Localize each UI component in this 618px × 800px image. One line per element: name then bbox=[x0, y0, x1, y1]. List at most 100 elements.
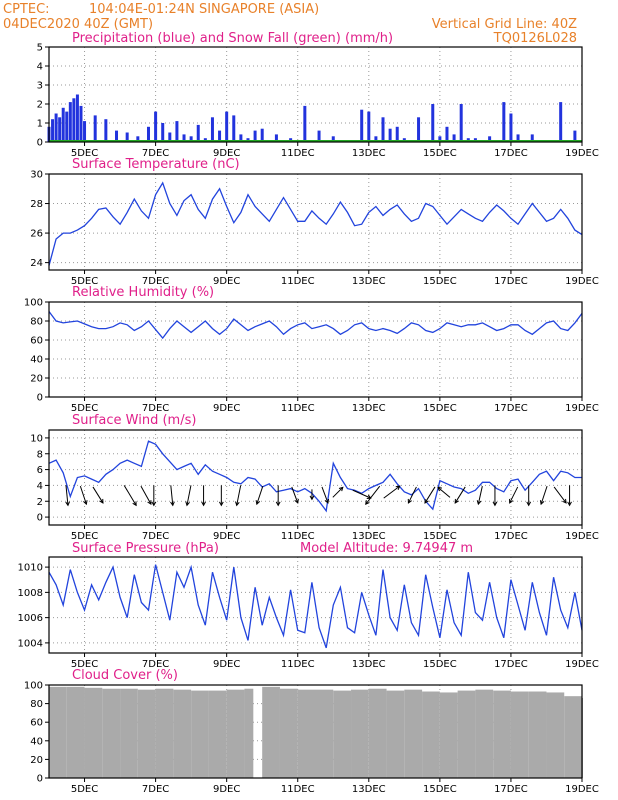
x-tick-label: 13DEC bbox=[352, 403, 386, 414]
wind-arrow bbox=[123, 485, 137, 507]
wind-arrow-head bbox=[567, 501, 572, 507]
x-tick-label: 9DEC bbox=[213, 148, 240, 159]
wind-arrow-shaft bbox=[321, 486, 329, 504]
wind-arrow-shaft bbox=[477, 486, 483, 505]
cloud-bar bbox=[66, 686, 85, 778]
cloud-bar bbox=[84, 687, 103, 778]
temp-line bbox=[48, 181, 583, 266]
x-tick-label: 9DEC bbox=[213, 531, 240, 542]
y-tick-label: 2 bbox=[37, 497, 43, 508]
cloud-bar bbox=[493, 690, 511, 778]
x-tick-label: 19DEC bbox=[565, 784, 599, 795]
wind-arrow bbox=[235, 485, 242, 507]
precip-bar bbox=[573, 130, 577, 142]
precip-bar bbox=[374, 136, 378, 142]
header-grid-note: Vertical Grid Line: 40Z bbox=[432, 17, 577, 32]
wind-title: Surface Wind (m/s) bbox=[72, 413, 196, 428]
wind-arrow-shaft bbox=[65, 485, 69, 506]
precip-bar bbox=[509, 113, 513, 142]
wind-arrow-head bbox=[424, 498, 429, 504]
precip-bar bbox=[253, 130, 257, 142]
x-tick-label: 17DEC bbox=[494, 276, 528, 287]
precip-bar bbox=[530, 134, 534, 142]
precip-bar bbox=[115, 130, 119, 142]
temp-title: Surface Temperature (nC) bbox=[72, 157, 240, 172]
y-tick-label: 4 bbox=[37, 481, 43, 492]
wind-arrow bbox=[509, 486, 519, 504]
cloud-bar bbox=[475, 689, 494, 778]
x-tick-label: 11DEC bbox=[281, 148, 315, 159]
wind-arrow bbox=[553, 486, 567, 504]
x-tick-label: 5DEC bbox=[71, 276, 98, 287]
y-tick-label: 26 bbox=[30, 229, 43, 240]
precip-bar bbox=[54, 113, 58, 142]
wind-arrow-shaft bbox=[540, 485, 548, 505]
precip-bar bbox=[196, 124, 200, 142]
y-tick-label: 60 bbox=[30, 336, 43, 347]
wind-arrow-head bbox=[324, 498, 330, 504]
wind-arrow-shaft bbox=[256, 485, 264, 505]
x-tick-label: 9DEC bbox=[213, 784, 240, 795]
wind-arrow bbox=[476, 486, 483, 506]
wind-arrow bbox=[437, 486, 451, 498]
precip-bar bbox=[61, 107, 65, 142]
wind-arrow bbox=[79, 485, 88, 506]
x-tick-label: 9DEC bbox=[213, 276, 240, 287]
precip-bar bbox=[516, 134, 520, 142]
wind-arrow-shaft bbox=[123, 485, 137, 506]
wind-arrow bbox=[492, 485, 498, 507]
x-tick-label: 7DEC bbox=[142, 403, 169, 414]
wind-arrow-head bbox=[562, 498, 567, 504]
wind-arrow-head bbox=[539, 500, 545, 506]
x-tick-label: 13DEC bbox=[352, 784, 386, 795]
x-tick-label: 5DEC bbox=[71, 148, 98, 159]
cloud-bar bbox=[422, 691, 440, 778]
y-tick-label: 24 bbox=[30, 258, 43, 269]
cloud-bar bbox=[546, 692, 565, 778]
wind-arrow-shaft bbox=[437, 486, 451, 498]
x-tick-label: 11DEC bbox=[281, 403, 315, 414]
y-tick-label: 0 bbox=[37, 138, 43, 149]
wind-arrow bbox=[526, 485, 532, 507]
precip-bar bbox=[417, 117, 421, 142]
cloud-bar bbox=[102, 688, 121, 778]
precip-bar bbox=[72, 98, 76, 142]
wind-arrow-shaft bbox=[424, 486, 436, 504]
wind-arrow-shaft bbox=[365, 485, 381, 505]
precip-bar bbox=[125, 132, 129, 142]
wind-arrow-shaft bbox=[186, 485, 192, 506]
precip-bar bbox=[438, 136, 442, 142]
panel-frame bbox=[48, 684, 583, 779]
wind-arrow-shaft bbox=[291, 486, 299, 504]
y-tick-label: 20 bbox=[30, 755, 43, 766]
x-tick-label: 13DEC bbox=[352, 531, 386, 542]
precip-bar bbox=[75, 94, 79, 142]
precip-bar bbox=[93, 115, 97, 142]
x-tick-label: 11DEC bbox=[281, 659, 315, 670]
precip-bar bbox=[488, 136, 492, 142]
x-tick-label: 9DEC bbox=[213, 403, 240, 414]
wind-arrow-head bbox=[395, 485, 401, 490]
wind-arrow bbox=[332, 486, 344, 498]
cloud-bar bbox=[120, 688, 138, 778]
wind-arrow-shaft bbox=[79, 485, 87, 505]
x-tick-label: 17DEC bbox=[494, 784, 528, 795]
precip-bar bbox=[83, 121, 87, 142]
x-tick-label: 15DEC bbox=[423, 784, 457, 795]
cloud-bar bbox=[386, 690, 405, 778]
wind-arrow bbox=[151, 485, 157, 507]
precip-bar bbox=[367, 111, 371, 142]
cloud-bar bbox=[315, 689, 334, 778]
wind-arrow-shaft bbox=[170, 485, 174, 506]
y-tick-label: 28 bbox=[30, 199, 43, 210]
y-tick-label: 10 bbox=[30, 433, 43, 444]
cloud-bar bbox=[333, 690, 352, 778]
panel-frame bbox=[48, 46, 583, 143]
x-tick-label: 11DEC bbox=[281, 531, 315, 542]
precip-bar bbox=[161, 123, 165, 142]
wind-arrow-shaft bbox=[553, 486, 567, 504]
wind-arrow-head bbox=[83, 500, 88, 506]
precip-bar bbox=[502, 102, 506, 142]
precip-bar bbox=[225, 111, 229, 142]
wind-arrow-shaft bbox=[454, 486, 466, 504]
